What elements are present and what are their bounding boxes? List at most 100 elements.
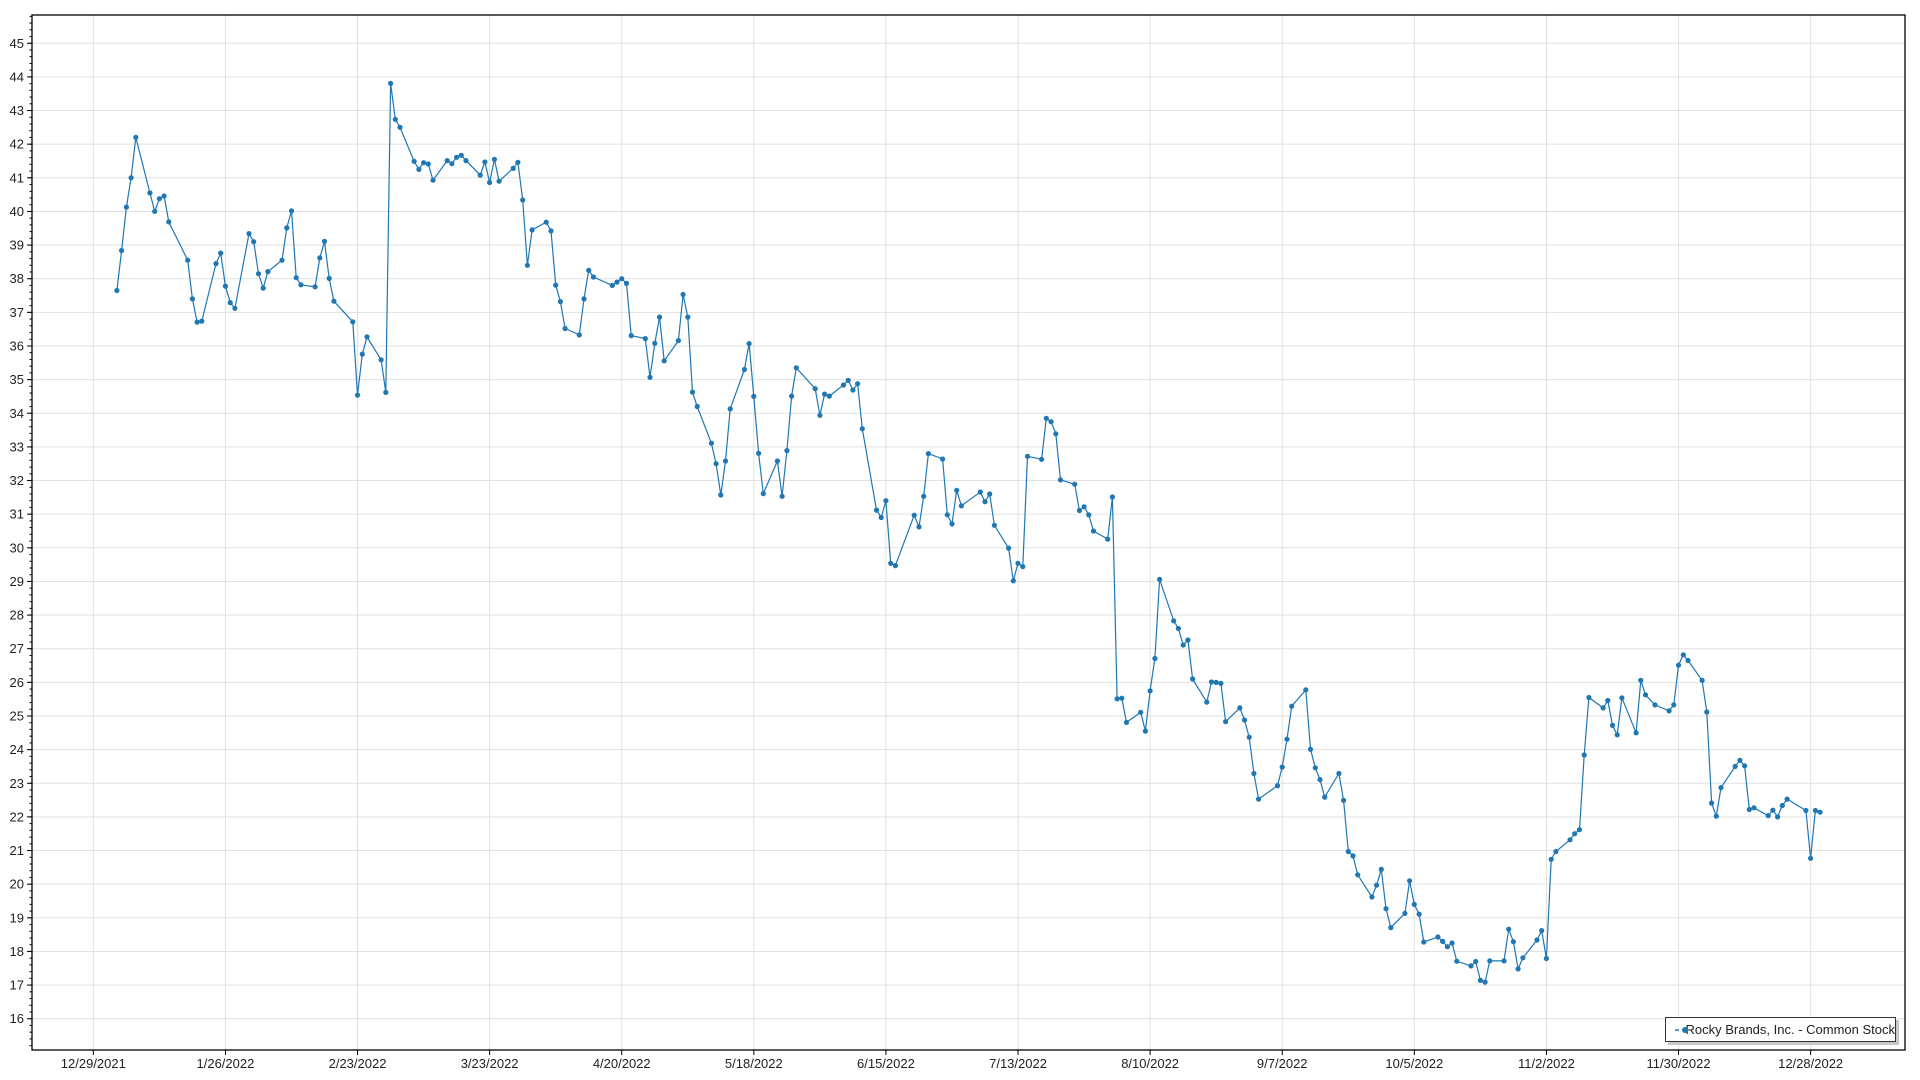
data-point [524,262,531,268]
data-point [1350,853,1356,859]
data-point [1718,785,1724,791]
data-point [1581,752,1587,758]
data-point [444,158,450,164]
y-tick-label: 42 [10,137,24,152]
data-point [892,563,899,569]
data-point [1803,807,1809,814]
data-point [1053,431,1059,437]
data-point [279,257,285,263]
data-point [1501,958,1507,964]
data-point [553,282,559,288]
data-point [1482,979,1488,985]
data-point [288,208,295,214]
data-point [199,318,205,324]
y-tick-label: 43 [10,103,24,118]
data-point [1180,642,1186,648]
data-point [855,381,861,387]
data-point [590,274,597,280]
y-tick-label: 18 [10,944,24,959]
data-point [128,175,134,181]
data-point [1317,777,1323,783]
data-point [430,177,436,183]
data-point [1114,696,1120,702]
data-point [1680,652,1686,658]
data-point [1619,695,1625,701]
data-point [312,284,318,290]
x-tick-label: 7/13/2022 [989,1056,1047,1071]
data-point [1515,966,1521,972]
data-point [614,279,620,285]
y-tick-label: 24 [10,742,24,757]
data-point [722,458,729,464]
data-point [1817,809,1823,815]
data-point [741,366,748,373]
y-tick-label: 22 [10,809,24,824]
data-point [1633,730,1639,736]
data-point [529,227,535,233]
data-point [987,491,993,497]
data-point [1468,963,1474,969]
data-point [1157,576,1163,583]
y-tick-label: 34 [10,406,24,421]
y-tick-label: 41 [10,170,24,185]
data-point [888,560,894,566]
data-point [793,365,799,371]
data-point [449,161,455,167]
data-point [1020,564,1026,570]
data-point [944,512,950,518]
y-tick-label: 40 [10,204,24,219]
data-point [873,507,880,513]
data-point [1213,679,1219,686]
data-point [954,487,960,493]
y-tick-label: 33 [10,439,24,454]
x-tick-label: 1/26/2022 [197,1056,255,1071]
data-point [1473,958,1479,965]
data-point [510,165,516,171]
data-point [1284,736,1290,742]
y-tick-label: 39 [10,238,24,253]
data-point [416,166,422,172]
data-point [251,239,257,245]
data-point [977,489,983,495]
data-point [1039,456,1045,462]
data-point [1543,955,1549,962]
data-point [458,152,464,158]
data-point [774,458,781,464]
data-point [1671,702,1677,708]
data-point [1638,677,1644,683]
data-point [1081,504,1087,510]
x-tick-label: 12/28/2022 [1778,1056,1843,1071]
data-point [689,389,696,395]
data-point [1553,848,1559,855]
data-point [1784,796,1790,802]
data-point [1586,694,1592,701]
data-point [1572,831,1578,837]
data-point [1322,794,1328,800]
data-point [1274,783,1281,789]
data-point [1567,837,1573,843]
data-point [1105,536,1111,542]
data-point [1076,507,1082,514]
y-tick-label: 30 [10,540,24,555]
data-point [515,159,521,165]
data-point [718,492,724,498]
data-point [1407,878,1413,884]
data-point [1510,939,1516,945]
data-point [949,521,955,527]
data-point [840,382,847,388]
data-point [652,340,658,346]
data-point [1142,728,1148,734]
data-point [1251,770,1257,777]
data-point [958,503,965,509]
data-point [227,300,233,306]
y-tick-label: 45 [10,36,24,51]
x-tick-label: 11/2/2022 [1518,1056,1575,1071]
data-point [1609,722,1616,729]
y-tick-label: 38 [10,271,24,286]
data-point [1015,560,1021,566]
data-point [1685,657,1691,664]
data-point [1279,764,1285,770]
data-point [675,338,682,344]
data-point [784,448,790,454]
data-point [586,267,592,273]
